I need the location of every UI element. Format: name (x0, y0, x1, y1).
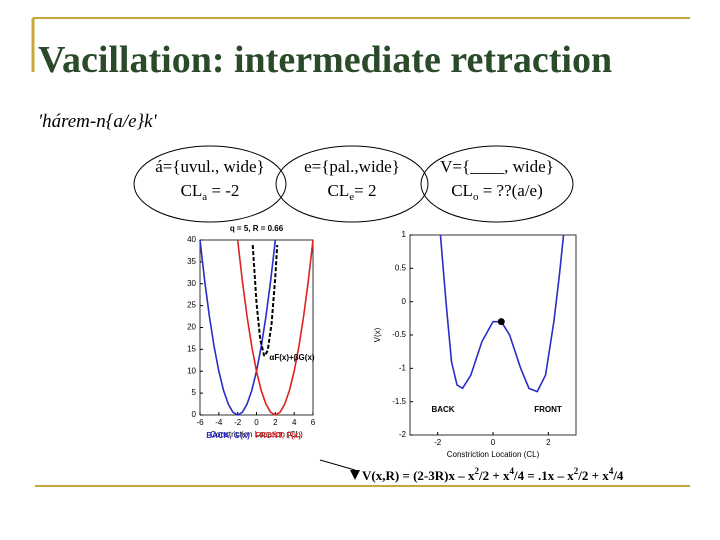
arrow-head (350, 470, 360, 480)
eq-sup: 4 (510, 466, 515, 476)
x-tick-label: 2 (273, 418, 278, 427)
x-label: Constriction Location (CL) (210, 430, 303, 439)
series-label: BACK, G(x) (206, 431, 250, 440)
x-tick-label: 0 (491, 438, 496, 447)
ellipse-line1: á={uvul., wide} (155, 157, 264, 176)
y-tick-label: 20 (187, 323, 196, 332)
y-tick-label: 1 (402, 230, 407, 239)
ellipse-line2: CLo = ??(a/e) (451, 181, 543, 203)
y-tick-label: 0 (402, 297, 407, 306)
eq-text: /4 = .1x – x (513, 468, 574, 483)
y-tick-label: -2 (399, 430, 407, 439)
ellipse (420, 145, 574, 223)
series-label: FRONT, F(x) (255, 431, 301, 440)
y-tick-label: -1 (399, 363, 407, 372)
eq-text: /2 + x (478, 468, 510, 483)
equation: V(x,R) = (2-3R)x – x2/2 + x4/4 = .1x – x… (362, 466, 624, 483)
eq-text: /4 (612, 468, 624, 483)
ellipse-line2: CLe= 2 (328, 181, 377, 203)
x-label: Constriction Location (CL) (447, 450, 540, 459)
series-label: αF(x)+βG(x) (269, 353, 314, 362)
subtitle: 'hárem-n{a/e}k' (38, 111, 158, 132)
x-tick-label: -6 (196, 418, 204, 427)
y-tick-label: 30 (187, 279, 196, 288)
plot-title: q = 5, R = 0.66 (230, 224, 284, 233)
cl: CL (181, 181, 203, 200)
y-tick-label: 25 (187, 301, 196, 310)
ellipse-line1: V={____, wide} (440, 157, 554, 176)
ellipse (275, 145, 429, 223)
eq-text: V(x,R) = (2-3R)x – x (362, 468, 475, 483)
cl: CL (451, 181, 473, 200)
plot-frame (199, 239, 314, 416)
eq-sup: 2 (474, 466, 479, 476)
y-tick-label: 10 (187, 366, 196, 375)
y-tick-label: 5 (192, 388, 197, 397)
point (497, 318, 505, 326)
y-tick-label: 35 (187, 257, 196, 266)
cl: CL (328, 181, 350, 200)
y-tick-label: -1.5 (392, 397, 406, 406)
y-tick-label: 0.5 (395, 263, 407, 272)
eq-sup: 2 (574, 466, 579, 476)
annotation: FRONT (534, 405, 562, 414)
x-tick-label: -2 (234, 418, 242, 427)
curve (199, 239, 277, 416)
ellipse-line1: e={pal.,wide} (304, 157, 400, 176)
annotation: BACK (431, 405, 454, 414)
ellipse-line2: CLa = -2 (181, 181, 240, 203)
y-tick-label: 40 (187, 235, 196, 244)
curve (251, 244, 279, 358)
cl-rest: = 2 (354, 181, 376, 200)
x-tick-label: -4 (215, 418, 223, 427)
cl-sub: a (202, 191, 207, 203)
arrow-line (319, 459, 356, 471)
x-tick-label: 2 (546, 438, 551, 447)
x-tick-label: 0 (254, 418, 259, 427)
cl-rest: = -2 (207, 181, 239, 200)
y-label: V(x) (373, 327, 382, 342)
x-tick-label: -2 (434, 438, 442, 447)
y-tick-label: 0 (192, 410, 197, 419)
curve (236, 239, 314, 416)
title: Vacillation: intermediate retraction (38, 39, 612, 81)
cl-sub: o (473, 191, 479, 203)
x-tick-label: 6 (311, 418, 316, 427)
cl-rest: = ??(a/e) (478, 181, 542, 200)
eq-sup: 4 (609, 466, 614, 476)
y-tick-label: 15 (187, 344, 196, 353)
cl-sub: e (349, 191, 354, 203)
y-tick-label: -0.5 (392, 330, 406, 339)
curve (439, 234, 565, 393)
x-tick-label: 4 (292, 418, 297, 427)
ellipse (133, 145, 287, 223)
eq-text: /2 + x (577, 468, 609, 483)
